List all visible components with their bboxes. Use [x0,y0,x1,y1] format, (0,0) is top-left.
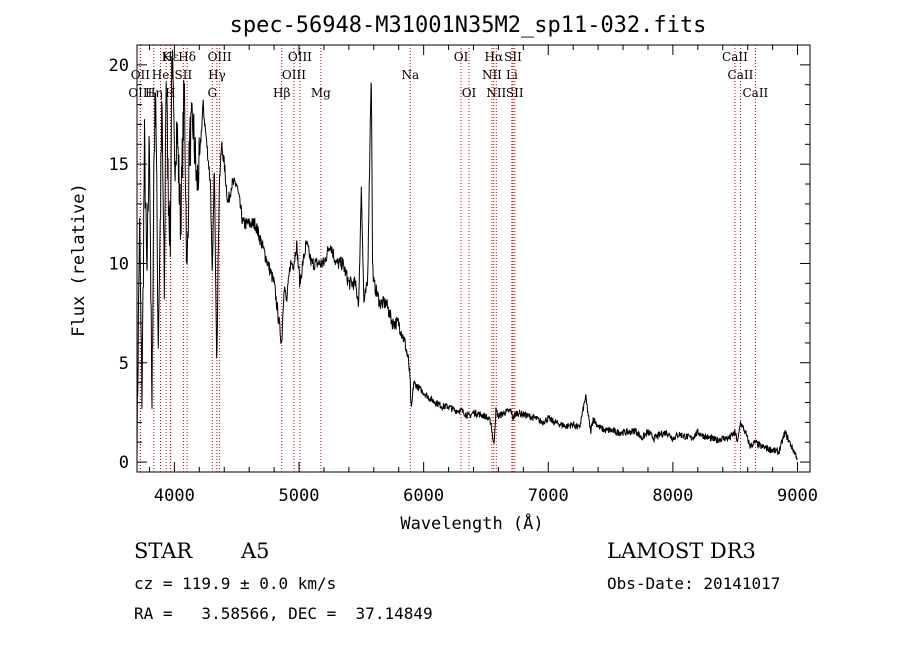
axis-ticks [137,45,810,472]
obs-date-text: Obs-Date: 20141017 [607,574,781,593]
line-label: NII [482,68,502,82]
x-axis-label: Wavelength (Å) [400,512,543,534]
line-label: K [162,50,172,64]
line-label: Hβ [273,86,290,100]
line-label: NII [486,86,506,100]
x-tick-label: 9000 [777,486,818,506]
y-tick-label: 15 [109,155,129,175]
line-label: H [165,86,175,100]
y-tick-label: 5 [119,354,129,374]
line-label: OIII [208,50,232,64]
y-tick-label: 10 [109,254,129,274]
line-label: Hδ [178,50,196,64]
line-label: OIII [288,50,312,64]
line-label: SII [506,86,524,100]
x-tick-label: 6000 [403,486,444,506]
subclass-label: A5 [241,539,270,563]
line-label: OIII [282,68,306,82]
x-tick-label: 4000 [154,486,195,506]
line-label: Mg [311,86,331,100]
line-label: OII [131,68,151,82]
spectrum-line [136,49,798,469]
line-label: CaII [742,86,768,100]
line-label: SII [175,68,193,82]
coordinates-text: RA = 3.58566, DEC = 37.14849 [134,604,433,623]
x-tick-label: 7000 [528,486,569,506]
y-tick-label: 20 [109,56,129,76]
x-tick-labels: 4000 5000 6000 7000 8000 9000 [154,486,818,506]
y-tick-label: 0 [119,453,129,473]
line-label: Hη [145,86,163,100]
survey-label: LAMOST DR3 [607,539,756,563]
line-label: CaII [722,50,748,64]
line-label: Li [506,68,518,82]
line-label: Na [401,68,419,82]
line-label: OI [462,86,477,100]
line-label: G [207,86,217,100]
y-axis-label: Flux (relative) [69,183,89,337]
line-label: OIII [128,86,152,100]
plot-frame [136,44,811,473]
x-tick-label: 5000 [279,486,320,506]
line-label: CaII [728,68,754,82]
line-label: SII [504,50,522,64]
redshift-text: cz = 119.9 ± 0.0 km/s [134,574,337,593]
chart-title: spec-56948-M31001N35M2_sp11-032.fits [230,13,707,38]
y-tick-labels: 0 5 10 15 20 [109,56,129,473]
line-label: Hα [485,50,504,64]
class-label: STAR [134,539,193,563]
line-label: He [152,68,170,82]
line-label: Hγ [208,68,226,82]
line-label: OI [454,50,469,64]
x-tick-label: 8000 [652,486,693,506]
